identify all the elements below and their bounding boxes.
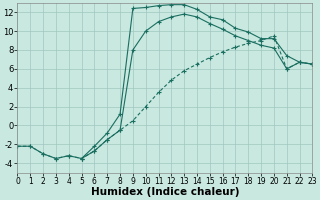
X-axis label: Humidex (Indice chaleur): Humidex (Indice chaleur)	[91, 187, 239, 197]
